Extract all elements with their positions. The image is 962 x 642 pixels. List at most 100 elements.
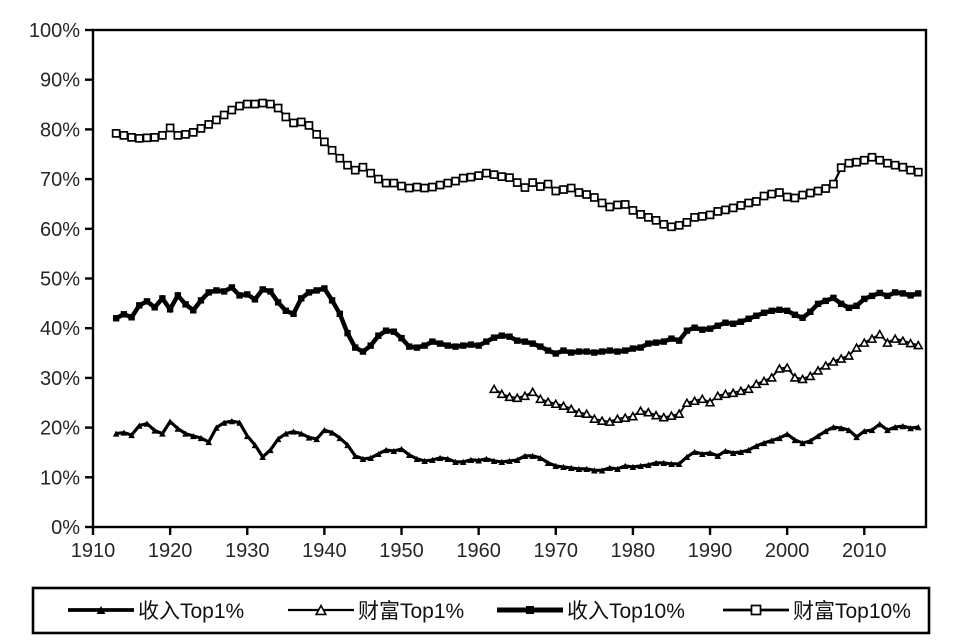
marker-square-filled [267,288,274,295]
marker-triangle-filled [645,461,652,468]
marker-triangle-filled [398,445,405,453]
marker-triangle-filled [652,459,660,466]
marker-square-filled [760,309,768,316]
marker-square-open [119,131,129,140]
marker-square-filled [460,342,467,349]
marker-triangle-filled [243,432,251,440]
marker-square-open [713,207,723,216]
marker-square-filled [583,348,590,355]
marker-square-filled [490,334,498,341]
marker-triangle-filled [621,462,629,469]
marker-triangle-open [751,378,762,389]
marker-square-filled [614,348,621,355]
marker-square-open [335,153,345,163]
marker-square-open [397,181,406,191]
marker-square-open [628,206,638,215]
marker-square-open [512,178,522,187]
marker-triangle-filled [166,418,174,425]
marker-triangle-open [643,407,654,417]
legend-label: 收入Top1% [138,600,244,623]
marker-triangle-open [596,415,608,425]
marker-square-open [620,200,630,209]
marker-square-open [458,173,468,183]
marker-triangle-open [535,393,546,404]
data-series [111,98,924,474]
marker-square-open [358,162,368,172]
marker-square-open [736,201,746,210]
marker-triangle-filled [768,437,776,444]
marker-square-open [566,183,576,193]
marker-triangle-filled [745,446,752,454]
marker-triangle-filled [375,450,382,458]
marker-square-open [420,183,430,193]
marker-square-open [428,182,437,192]
marker-square-open [142,133,152,143]
marker-square-filled [421,342,428,349]
marker-square-open [343,160,352,170]
marker-square-open [559,185,568,194]
marker-square-filled [244,291,251,298]
marker-triangle-open [874,329,885,339]
marker-square-open [404,183,414,193]
marker-square-filled [629,345,637,352]
marker-triangle-open [689,395,700,406]
marker-triangle-filled [159,430,166,437]
marker-triangle-filled [236,419,243,426]
marker-triangle-filled [151,427,159,434]
marker-square-filled [776,306,783,314]
marker-triangle-filled [907,424,914,432]
marker-triangle-open [527,386,538,397]
marker-square-filled [228,284,236,291]
marker-square-open [551,186,561,196]
marker-square-open [111,129,121,138]
marker-triangle-filled [421,457,428,464]
marker-triangle-filled [197,434,205,442]
marker-triangle-open [550,398,562,409]
x-tick-label: 1920 [148,540,193,562]
marker-square-filled [382,327,390,334]
marker-triangle-open [589,413,600,423]
marker-square-filled [791,311,799,318]
marker-triangle-filled [251,441,259,449]
marker-square-open [913,167,923,177]
marker-square-open [682,217,692,227]
marker-triangle-filled [560,463,567,470]
y-tick-label: 100% [29,20,80,42]
marker-triangle-filled [459,458,467,465]
marker-square-open [489,170,499,179]
marker-square-filled [706,325,714,332]
marker-square-filled [544,347,552,354]
marker-square-filled [236,292,243,299]
marker-square-filled [251,296,259,303]
marker-square-open [181,130,190,139]
x-tick-label: 1940 [302,540,347,562]
marker-square-open [435,180,445,190]
marker-square-filled [537,343,544,350]
marker-square-filled [814,300,822,308]
marker-triangle-filled [598,467,606,474]
marker-square-filled [737,318,745,325]
marker-square-open [805,188,815,198]
marker-triangle-open [859,337,870,347]
marker-triangle-filled [513,456,521,464]
marker-triangle-open [812,365,824,375]
marker-square-open [759,191,769,201]
marker-triangle-filled [814,432,822,440]
marker-square-filled [621,347,629,354]
marker-triangle-filled [776,434,783,442]
marker-square-open [366,168,376,178]
marker-square-filled [359,348,367,355]
marker-square-open [520,183,530,192]
marker-square-filled [483,338,490,345]
marker-triangle-filled [436,454,444,462]
marker-square-filled [321,285,328,292]
marker-square-filled [166,306,174,313]
marker-triangle-filled [629,463,637,470]
marker-triangle-filled [868,426,876,434]
marker-square-open [466,172,476,182]
marker-triangle-open [851,342,862,352]
marker-square-filled [675,337,683,344]
y-tick-label: 0% [51,517,80,539]
marker-square-open [605,202,615,212]
y-tick-label: 50% [40,269,80,291]
